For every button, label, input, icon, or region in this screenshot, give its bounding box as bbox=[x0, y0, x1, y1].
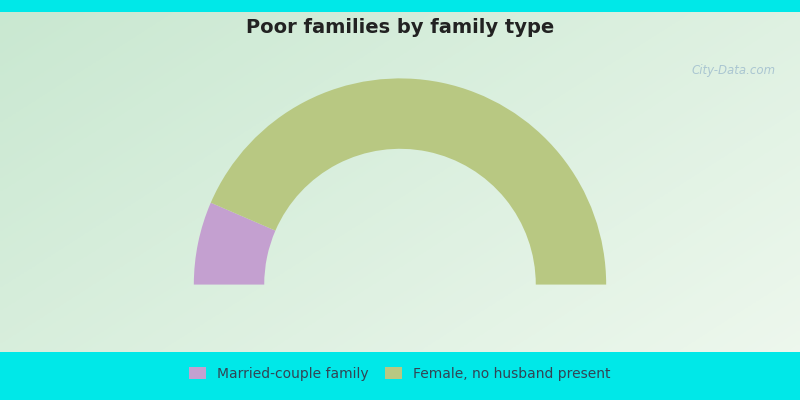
Text: City-Data.com: City-Data.com bbox=[692, 64, 776, 77]
Legend: Married-couple family, Female, no husband present: Married-couple family, Female, no husban… bbox=[190, 367, 610, 381]
Wedge shape bbox=[210, 78, 606, 284]
Wedge shape bbox=[194, 203, 275, 284]
Text: Poor families by family type: Poor families by family type bbox=[246, 18, 554, 37]
